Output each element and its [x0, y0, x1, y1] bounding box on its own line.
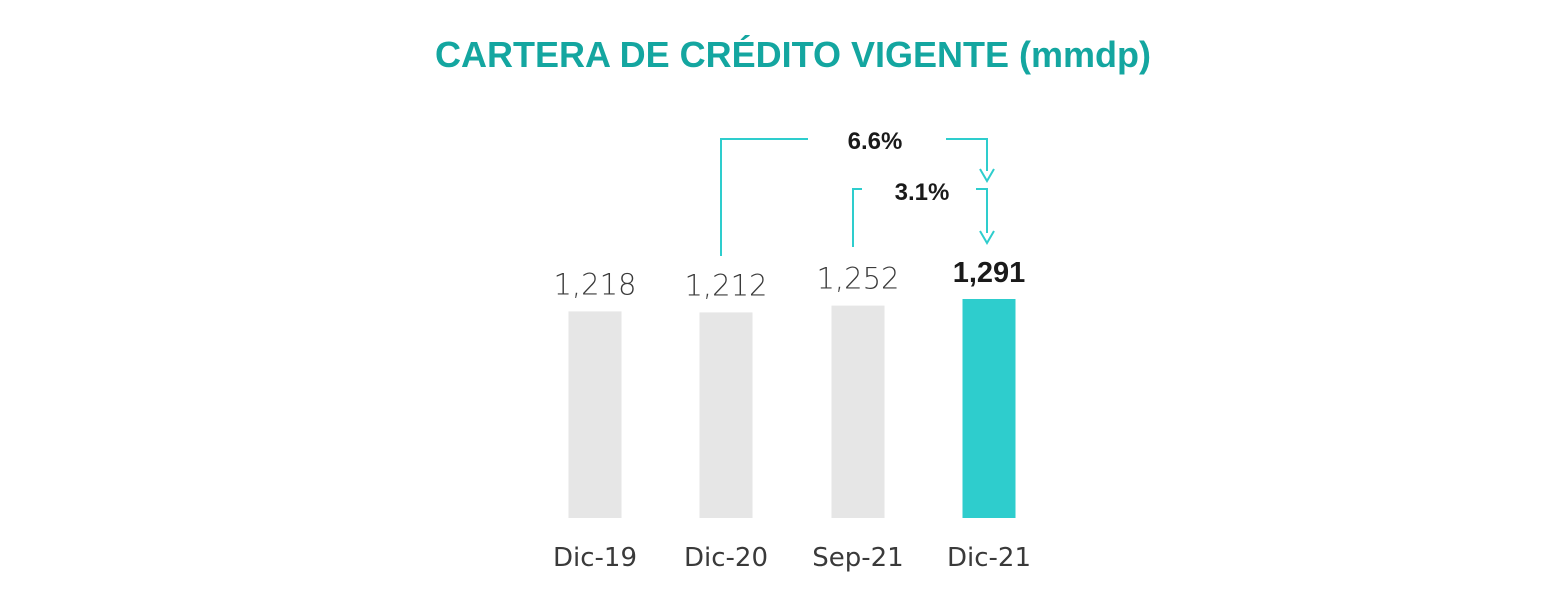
value-label: 1,252 — [816, 262, 899, 296]
growth-connector-left — [720, 138, 808, 256]
growth-connectors: 6.6% 3.1% — [720, 128, 995, 256]
bar-sep-21 — [831, 305, 885, 518]
bars-layer: 1,218 Dic-19 1,212 Dic-20 1,252 Sep-21 1,291 Di… — [553, 257, 1031, 573]
category-label: Dic-21 — [947, 543, 1031, 573]
growth-label: 3.1% — [895, 179, 950, 206]
chart-title: CARTERA DE CRÉDITO VIGENTE (mmdp) — [434, 34, 1152, 75]
value-label: 1,218 — [553, 267, 636, 301]
value-label: 1,291 — [953, 257, 1026, 289]
category-label: Sep-21 — [812, 543, 903, 573]
value-label: 1,212 — [684, 268, 767, 302]
bar-dic-21 — [962, 299, 1016, 518]
growth-arrowhead — [979, 230, 995, 245]
growth-arrowhead — [979, 168, 995, 183]
category-label: Dic-19 — [553, 543, 637, 573]
bar-dic-20 — [699, 312, 753, 518]
bar-dic-19 — [568, 311, 622, 518]
growth-connector-right — [976, 188, 988, 233]
growth-label: 6.6% — [848, 128, 903, 155]
category-label: Dic-20 — [684, 543, 768, 573]
growth-connector-left — [852, 188, 862, 247]
growth-connector-right — [946, 138, 988, 171]
